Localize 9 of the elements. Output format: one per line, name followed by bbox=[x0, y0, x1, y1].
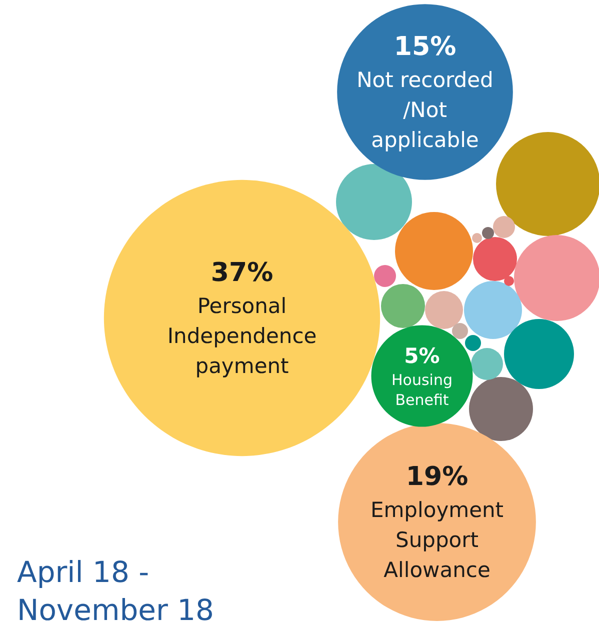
category-label: Not recorded /Not applicable bbox=[356, 68, 494, 152]
data-label: 5% bbox=[404, 344, 440, 368]
data-label: 37% bbox=[210, 258, 274, 288]
category-label: Employment Support Allowance bbox=[370, 498, 504, 582]
data-label: 19% bbox=[406, 462, 468, 492]
data-label: 15% bbox=[394, 32, 456, 62]
category-label: Housing Benefit bbox=[392, 371, 452, 409]
text: April 18 - November 18 bbox=[17, 555, 214, 627]
category-label: Personal Independence payment bbox=[167, 294, 317, 378]
